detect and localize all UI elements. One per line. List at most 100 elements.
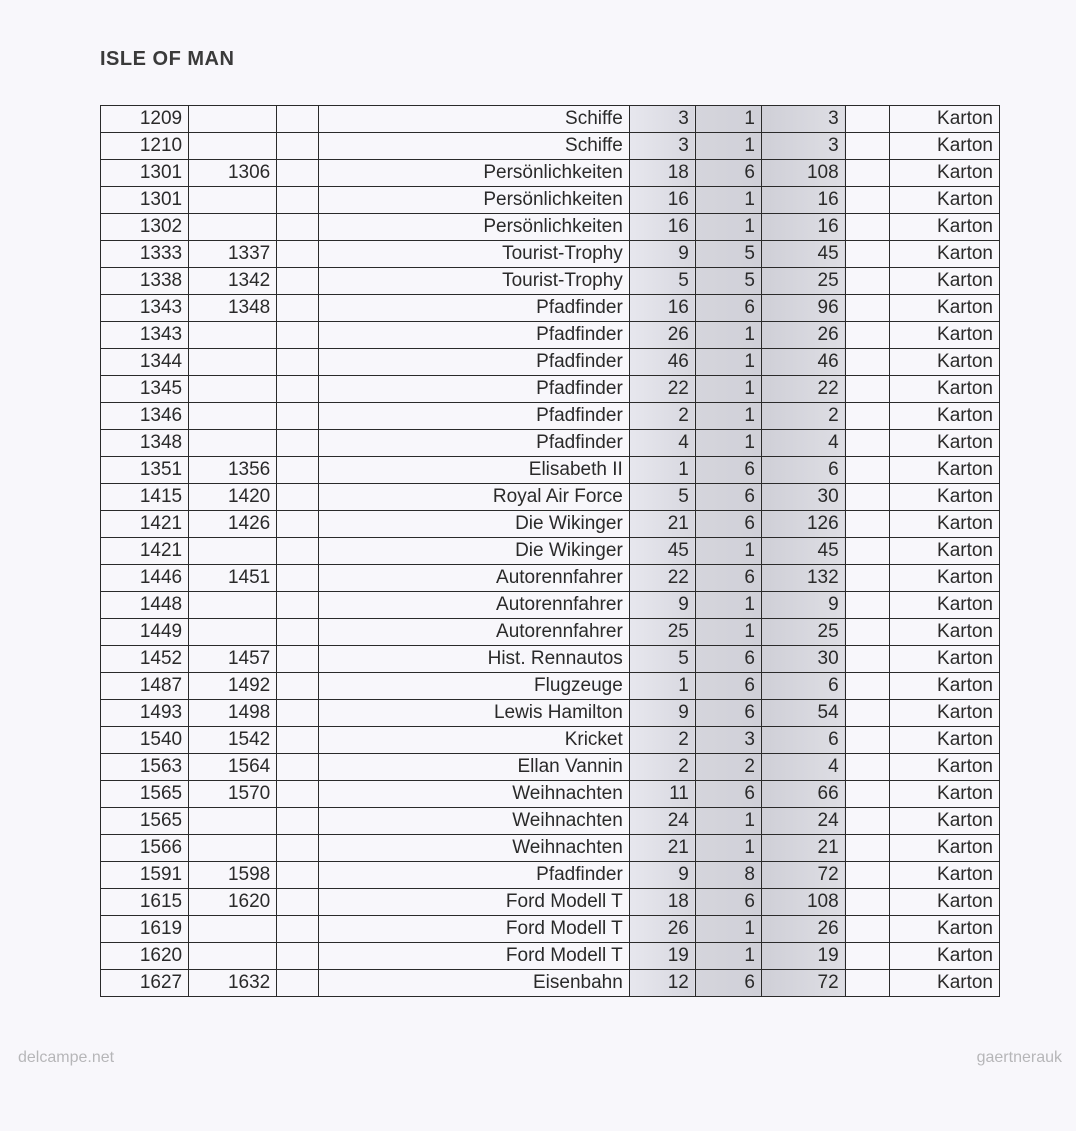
cell-c7: 45 xyxy=(761,538,845,565)
cell-c7: 4 xyxy=(761,430,845,457)
cell-c1: 1415 xyxy=(101,484,189,511)
cell-c3 xyxy=(277,187,319,214)
cell-c6: 1 xyxy=(695,592,761,619)
cell-c3 xyxy=(277,943,319,970)
cell-c8 xyxy=(845,646,889,673)
cell-c3 xyxy=(277,160,319,187)
cell-c2 xyxy=(189,808,277,835)
cell-c2: 1598 xyxy=(189,862,277,889)
cell-c3 xyxy=(277,673,319,700)
cell-c7: 30 xyxy=(761,646,845,673)
cell-c5: 22 xyxy=(629,376,695,403)
table-row: 1343Pfadfinder26126Karton xyxy=(101,322,1000,349)
cell-c9: Karton xyxy=(889,214,999,241)
cell-c9: Karton xyxy=(889,781,999,808)
table-row: 14871492Flugzeuge166Karton xyxy=(101,673,1000,700)
cell-c1: 1302 xyxy=(101,214,189,241)
cell-c1: 1449 xyxy=(101,619,189,646)
cell-c5: 5 xyxy=(629,268,695,295)
cell-c7: 46 xyxy=(761,349,845,376)
cell-c5: 5 xyxy=(629,646,695,673)
cell-c8 xyxy=(845,214,889,241)
cell-c9: Karton xyxy=(889,430,999,457)
cell-c5: 12 xyxy=(629,970,695,997)
cell-c7: 72 xyxy=(761,970,845,997)
cell-c9: Karton xyxy=(889,592,999,619)
cell-c8 xyxy=(845,916,889,943)
cell-c4: Kricket xyxy=(319,727,630,754)
cell-c5: 46 xyxy=(629,349,695,376)
cell-c7: 6 xyxy=(761,673,845,700)
cell-c6: 1 xyxy=(695,133,761,160)
cell-c6: 5 xyxy=(695,268,761,295)
table-row: 14151420Royal Air Force5630Karton xyxy=(101,484,1000,511)
cell-c6: 2 xyxy=(695,754,761,781)
cell-c3 xyxy=(277,538,319,565)
cell-c2: 1570 xyxy=(189,781,277,808)
data-table: 1209Schiffe313Karton1210Schiffe313Karton… xyxy=(100,105,1000,997)
cell-c2: 1337 xyxy=(189,241,277,268)
cell-c3 xyxy=(277,700,319,727)
cell-c7: 9 xyxy=(761,592,845,619)
watermark-right: gaertnerauk xyxy=(977,1049,1062,1067)
cell-c6: 6 xyxy=(695,700,761,727)
cell-c8 xyxy=(845,754,889,781)
cell-c3 xyxy=(277,970,319,997)
cell-c3 xyxy=(277,376,319,403)
cell-c7: 66 xyxy=(761,781,845,808)
cell-c3 xyxy=(277,754,319,781)
cell-c2 xyxy=(189,592,277,619)
cell-c9: Karton xyxy=(889,538,999,565)
cell-c4: Pfadfinder xyxy=(319,349,630,376)
cell-c2 xyxy=(189,943,277,970)
table-row: 1210Schiffe313Karton xyxy=(101,133,1000,160)
cell-c1: 1343 xyxy=(101,322,189,349)
cell-c6: 1 xyxy=(695,214,761,241)
cell-c4: Ford Modell T xyxy=(319,889,630,916)
cell-c9: Karton xyxy=(889,970,999,997)
cell-c5: 1 xyxy=(629,673,695,700)
cell-c2: 1348 xyxy=(189,295,277,322)
cell-c3 xyxy=(277,241,319,268)
cell-c4: Tourist-Trophy xyxy=(319,268,630,295)
cell-c7: 108 xyxy=(761,889,845,916)
cell-c7: 108 xyxy=(761,160,845,187)
cell-c7: 54 xyxy=(761,700,845,727)
cell-c1: 1615 xyxy=(101,889,189,916)
cell-c8 xyxy=(845,106,889,133)
cell-c6: 1 xyxy=(695,187,761,214)
cell-c8 xyxy=(845,187,889,214)
cell-c1: 1345 xyxy=(101,376,189,403)
cell-c8 xyxy=(845,511,889,538)
cell-c7: 6 xyxy=(761,727,845,754)
cell-c2: 1420 xyxy=(189,484,277,511)
cell-c4: Eisenbahn xyxy=(319,970,630,997)
table-row: 1421Die Wikinger45145Karton xyxy=(101,538,1000,565)
cell-c5: 9 xyxy=(629,592,695,619)
cell-c5: 4 xyxy=(629,430,695,457)
cell-c9: Karton xyxy=(889,322,999,349)
cell-c4: Autorennfahrer xyxy=(319,592,630,619)
table-row: 1301Persönlichkeiten16116Karton xyxy=(101,187,1000,214)
cell-c8 xyxy=(845,376,889,403)
table-row: 14521457Hist. Rennautos5630Karton xyxy=(101,646,1000,673)
cell-c4: Pfadfinder xyxy=(319,862,630,889)
cell-c4: Die Wikinger xyxy=(319,538,630,565)
watermark-left: delcampe.net xyxy=(18,1049,114,1067)
cell-c6: 6 xyxy=(695,781,761,808)
cell-c6: 6 xyxy=(695,457,761,484)
cell-c3 xyxy=(277,214,319,241)
cell-c1: 1301 xyxy=(101,187,189,214)
cell-c9: Karton xyxy=(889,862,999,889)
cell-c1: 1566 xyxy=(101,835,189,862)
cell-c6: 5 xyxy=(695,241,761,268)
cell-c8 xyxy=(845,133,889,160)
table-row: 15911598Pfadfinder9872Karton xyxy=(101,862,1000,889)
cell-c6: 1 xyxy=(695,349,761,376)
cell-c4: Tourist-Trophy xyxy=(319,241,630,268)
cell-c1: 1620 xyxy=(101,943,189,970)
cell-c9: Karton xyxy=(889,619,999,646)
cell-c9: Karton xyxy=(889,160,999,187)
table-row: 1619Ford Modell T26126Karton xyxy=(101,916,1000,943)
cell-c1: 1210 xyxy=(101,133,189,160)
